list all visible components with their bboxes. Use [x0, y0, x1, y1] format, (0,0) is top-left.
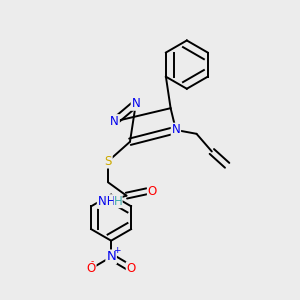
Text: NH: NH — [99, 195, 116, 208]
Text: N: N — [110, 115, 119, 128]
Text: +: + — [113, 246, 121, 255]
Text: N: N — [106, 250, 116, 263]
Text: N: N — [172, 124, 180, 136]
Text: N: N — [98, 195, 106, 208]
Text: O: O — [86, 262, 96, 275]
Text: N: N — [131, 97, 140, 110]
Text: S: S — [104, 155, 112, 168]
Text: O: O — [127, 262, 136, 275]
Text: H: H — [114, 195, 122, 208]
Text: O: O — [148, 185, 157, 198]
Text: -: - — [91, 257, 94, 266]
